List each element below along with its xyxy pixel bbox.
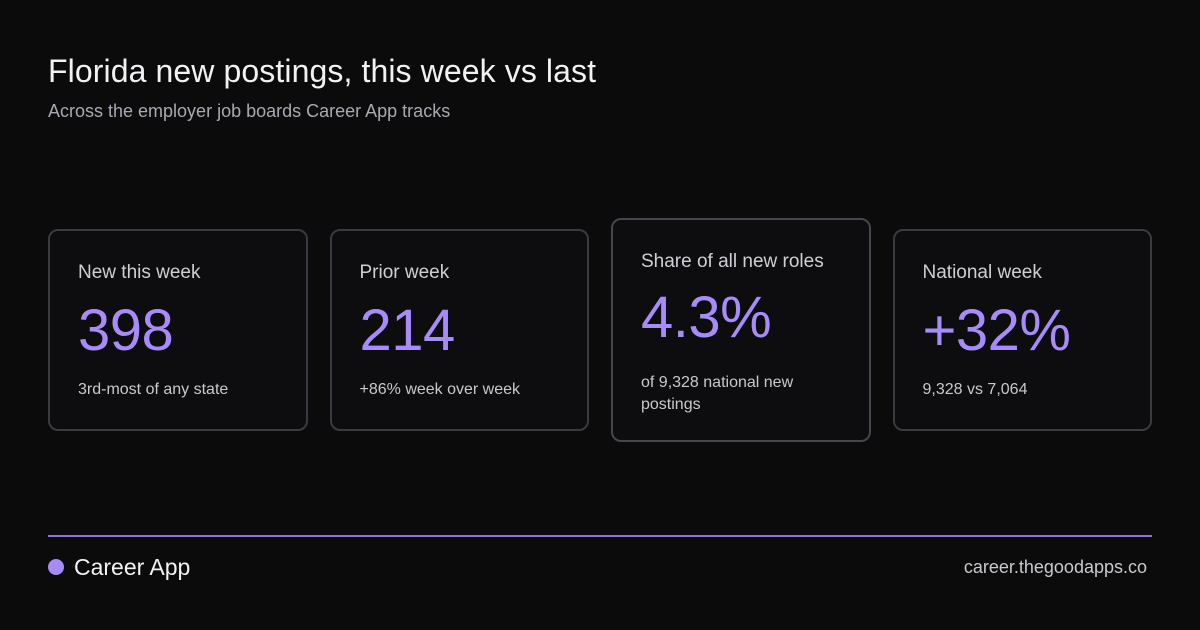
stat-card-label: Prior week: [359, 261, 450, 283]
stat-card-new-this-week: New this week 398 3rd-most of any state: [48, 228, 308, 431]
stat-card-prior-week: Prior week 214 +86% week over week: [329, 228, 589, 431]
stat-card-label: National week: [922, 261, 1042, 283]
stat-card-share: Share of all new roles 4.3% of 9,328 nat…: [611, 217, 871, 442]
stat-cards: New this week 398 3rd-most of any state …: [48, 217, 1152, 442]
footer-divider: [48, 535, 1152, 537]
stat-card-value: 398: [78, 297, 174, 363]
stat-card-note: +86% week over week: [359, 380, 521, 398]
brand-name: Career App: [74, 554, 191, 580]
stat-card-note: 9,328 vs 7,064: [922, 380, 1028, 398]
brand: Career App: [48, 553, 190, 581]
stat-card-label: New this week: [78, 261, 201, 283]
stat-card-label: Share of all new roles: [641, 250, 824, 272]
site-url: career.thegoodapps.co: [963, 557, 1147, 577]
stat-card-note: 3rd-most of any state: [78, 380, 229, 398]
page-subtitle: Across the employer job boards Career Ap…: [48, 101, 451, 121]
stat-card-note: of 9,328 national new postings: [641, 373, 794, 413]
stat-card-national-week: National week +32% 9,328 vs 7,064: [892, 228, 1152, 431]
stat-card-value: 4.3%: [641, 284, 772, 350]
stat-card-value: +32%: [922, 297, 1071, 363]
stat-card-value: 214: [359, 297, 456, 363]
page-title: Florida new postings, this week vs last: [48, 53, 597, 89]
brand-dot-icon: [48, 559, 64, 575]
